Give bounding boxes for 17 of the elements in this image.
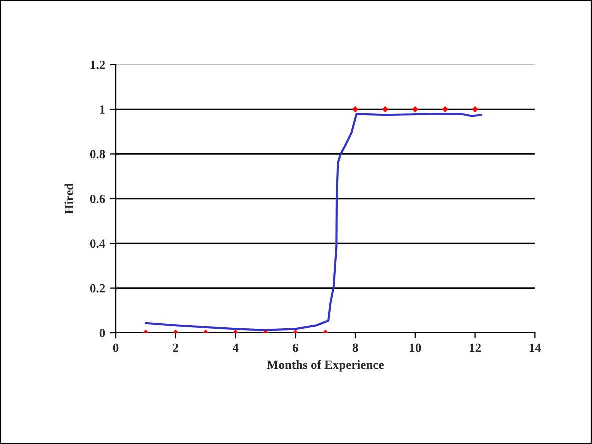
y-tick-label: 1 — [100, 106, 105, 114]
x-tick-label: 10 — [410, 344, 422, 352]
x-tick-label: 2 — [173, 344, 178, 352]
y-tick-label: 0.4 — [90, 240, 106, 248]
y-tick-label: 1.2 — [90, 60, 106, 70]
x-axis-title: Months of Experience — [267, 360, 384, 372]
x-tick-label: 4 — [232, 344, 239, 352]
x-tick-label: 8 — [352, 344, 358, 352]
x-tick-label: 0 — [113, 344, 119, 352]
y-tick-label: 0.8 — [90, 150, 106, 159]
y-tick-label: 0.2 — [90, 284, 106, 293]
x-tick-label: 6 — [292, 344, 298, 352]
x-tick-label: 14 — [530, 344, 542, 352]
y-tick-label: 0 — [100, 329, 106, 338]
x-tick-label: 12 — [470, 344, 482, 352]
y-tick-label: 0.6 — [90, 194, 106, 204]
y-axis-title: Hired — [64, 184, 74, 214]
